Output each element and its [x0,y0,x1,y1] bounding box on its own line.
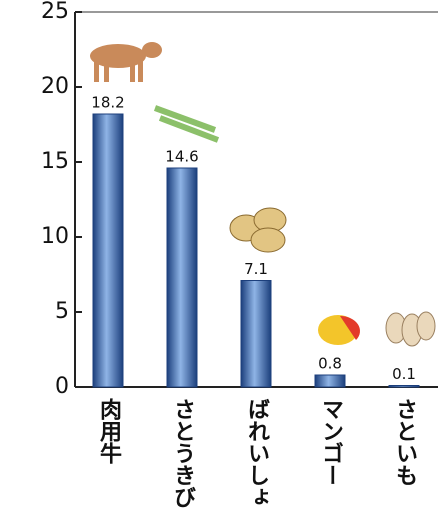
y-tick-label: 20 [41,74,69,99]
y-tick-label: 15 [41,149,69,174]
y-tick-label: 25 [41,0,69,24]
category-label: マンゴー [318,398,343,486]
value-label: 14.6 [165,148,198,166]
category-label: 肉用牛 [96,398,122,464]
bar [314,374,346,388]
value-label: 18.2 [91,94,124,112]
value-label: 7.1 [244,260,268,278]
cow-icon [90,42,162,82]
bar [240,280,272,388]
potato-icon [229,207,287,253]
bar [92,113,124,388]
mango-icon [318,315,360,345]
y-tick-label: 0 [55,374,69,399]
bar [166,167,198,388]
category-label: ばれいしょ [244,398,270,508]
category-label: さといも [392,398,417,486]
y-tick-label: 5 [55,299,69,324]
category-label: さとうきび [170,398,195,508]
bar [388,385,420,388]
sugarcane-icon [153,105,220,143]
value-label: 0.8 [318,355,342,373]
value-label: 0.1 [392,365,416,383]
taro-icon [385,311,436,347]
y-tick-label: 10 [41,224,69,249]
